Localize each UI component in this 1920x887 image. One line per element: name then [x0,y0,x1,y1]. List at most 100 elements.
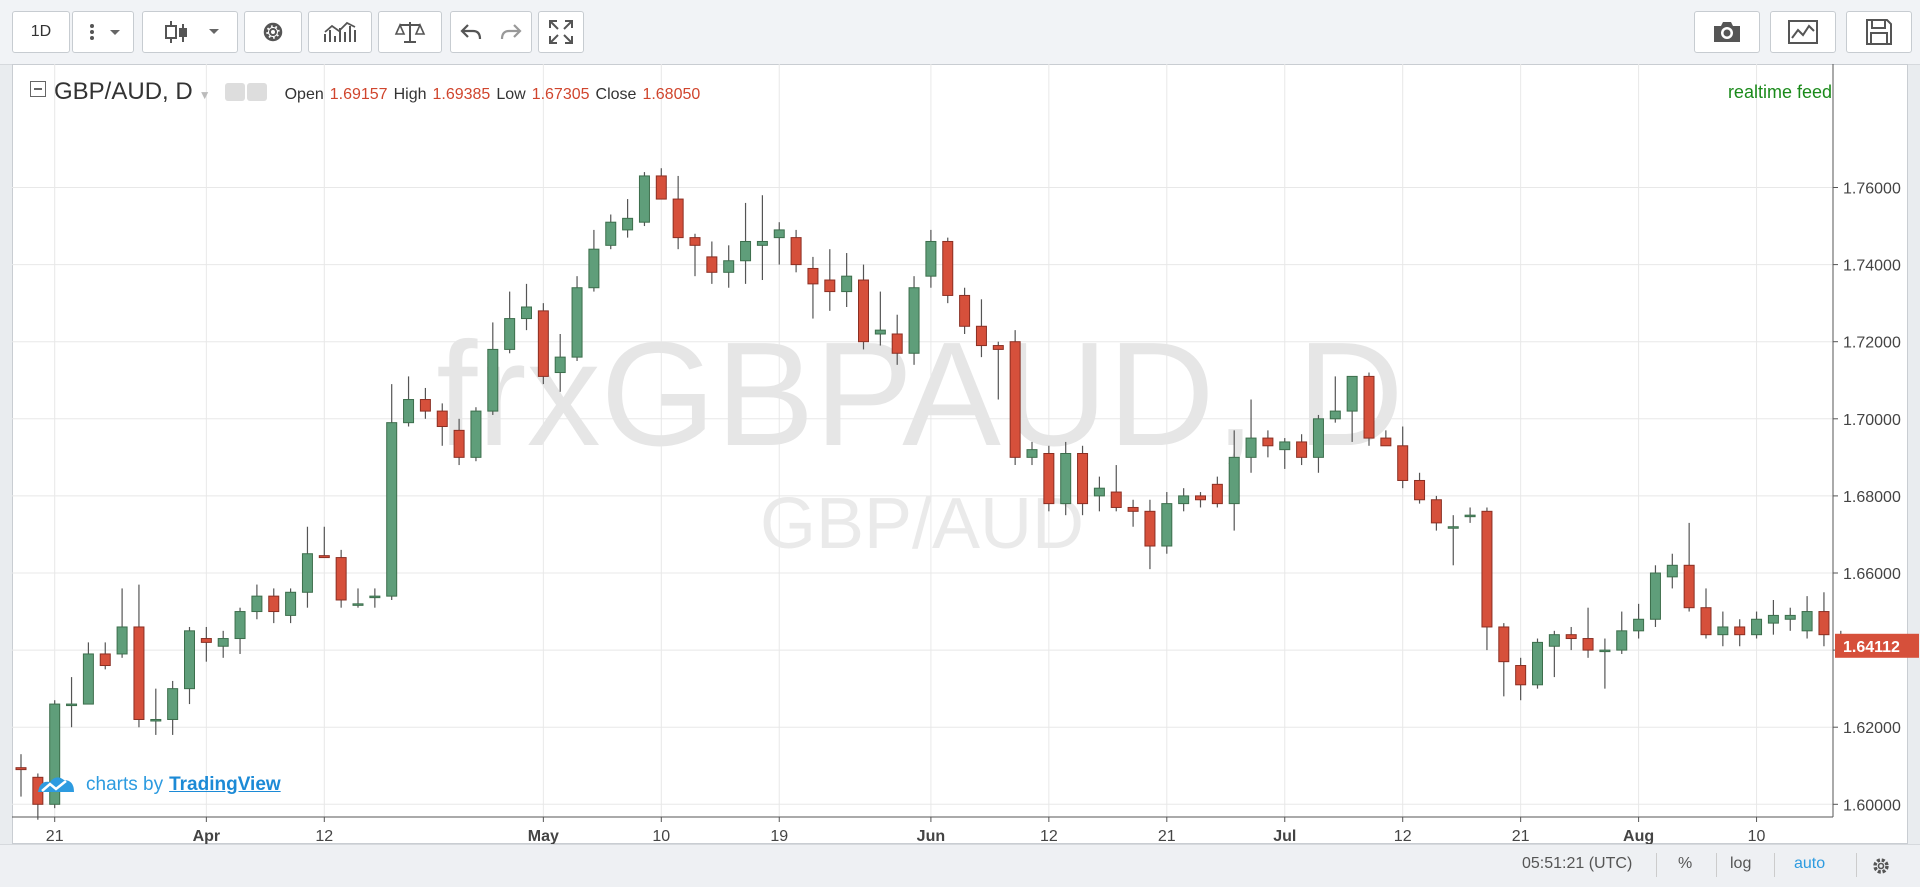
candle [891,314,903,365]
candle-body [824,279,836,293]
candle-body [1683,564,1695,609]
candle-body [1060,452,1072,505]
candle-body [251,595,263,613]
candle [150,688,162,735]
symbol-menu-chevron-icon[interactable]: ▼ [198,88,211,102]
snapshot-button[interactable] [1694,11,1760,53]
candle-body [1532,641,1543,686]
tradingview-logo-icon [38,777,74,792]
indicators-button[interactable] [308,11,372,53]
redo-icon[interactable] [499,21,523,43]
open-label: Open [284,86,324,103]
candle-body [1666,564,1678,578]
candle-body [537,310,549,377]
save-button[interactable] [1846,11,1912,53]
high-value: 1.69385 [432,86,491,103]
candle-body [858,279,869,343]
candle-body [773,229,785,239]
candle-body [1279,441,1291,451]
candle-body [150,718,162,722]
candle-body [1026,449,1038,458]
candle [386,384,398,600]
candle [571,276,583,361]
candle [251,584,263,620]
candle-body [1700,607,1712,636]
candle [1498,623,1510,697]
candle-body [1093,487,1105,497]
candle-body [1649,572,1661,620]
realtime-feed-label: realtime feed [1727,82,1832,102]
candle-body [841,275,853,293]
candle-body [1784,614,1796,620]
candle [1178,488,1190,512]
undo-icon[interactable] [459,21,483,43]
fullscreen-button[interactable] [538,11,584,53]
percent-toggle[interactable]: % [1678,855,1693,872]
x-tick-label: Jul [1273,828,1296,844]
compare-icon [394,22,426,43]
candle-body [1818,611,1830,636]
candle [942,237,954,304]
candle [285,588,297,624]
y-tick-label: 1.66000 [1843,566,1901,583]
tradingview-link[interactable]: TradingView [169,774,281,795]
candle [82,642,94,705]
candle [1312,414,1324,473]
gear-small-icon[interactable] [246,83,267,101]
chart-pane[interactable] [12,64,1908,844]
candle-body [352,603,364,606]
candle-body [1397,445,1409,481]
branding-prefix: charts by [86,774,164,795]
symbol-title[interactable]: GBP/AUD, D [54,78,193,105]
candle [352,588,364,608]
candle [1649,565,1661,627]
candle [234,607,246,654]
time-axis[interactable]: 21 Apr 12 May 10 19 Jun 12 21 Jul 12 21 Aug 10 [46,817,1766,844]
chart-style-button[interactable] [142,11,238,53]
price-axis[interactable]: 1.76000 1.74000 1.72000 1.70000 1.68000 1.660… [1833,181,1901,815]
y-tick-label: 1.70000 [1843,412,1901,429]
collapse-icon[interactable] [30,81,46,97]
candle [1093,476,1105,512]
x-tick-label: 10 [1748,828,1766,844]
candle-body [1734,626,1746,636]
candle [470,407,482,462]
log-toggle[interactable]: log [1730,855,1752,872]
candle [1818,592,1830,647]
divider [1774,853,1775,877]
candle [1397,426,1409,489]
candle-body [1127,506,1139,512]
branding[interactable]: charts by TradingView [36,772,281,798]
candle-body [301,553,313,593]
y-tick-label: 1.68000 [1843,489,1901,506]
candle [773,222,785,265]
candle [521,283,532,331]
price-chart[interactable]: frxGBPAUD, D GBP/AUD 1.76000 1.74000 1.720… [0,0,1920,844]
candle-body [403,399,415,424]
candle [588,229,600,292]
candle [1161,492,1173,554]
interval-menu-button[interactable] [72,11,134,53]
candle-body [167,688,179,720]
chart-properties-button[interactable] [1770,11,1836,53]
candle-body [1717,626,1729,636]
candle-body [453,429,465,458]
candle [807,256,819,319]
x-tick-label: May [528,828,559,844]
candle [1616,611,1628,654]
candle-body [1312,418,1324,458]
y-tick-label: 1.62000 [1843,720,1901,737]
interval-button[interactable]: 1D [12,11,70,53]
eye-icon[interactable] [224,83,245,101]
candle [1717,611,1729,647]
auto-toggle[interactable]: auto [1794,855,1826,872]
candle-body [521,306,532,320]
x-tick-label: 10 [652,828,670,844]
candle [655,168,667,200]
candle [1262,430,1274,458]
settings-button[interactable] [244,11,302,53]
compare-button[interactable] [378,11,442,53]
scale-settings-gear-icon[interactable] [1870,855,1892,877]
x-tick-label: 12 [315,828,333,844]
candle [1532,638,1543,689]
